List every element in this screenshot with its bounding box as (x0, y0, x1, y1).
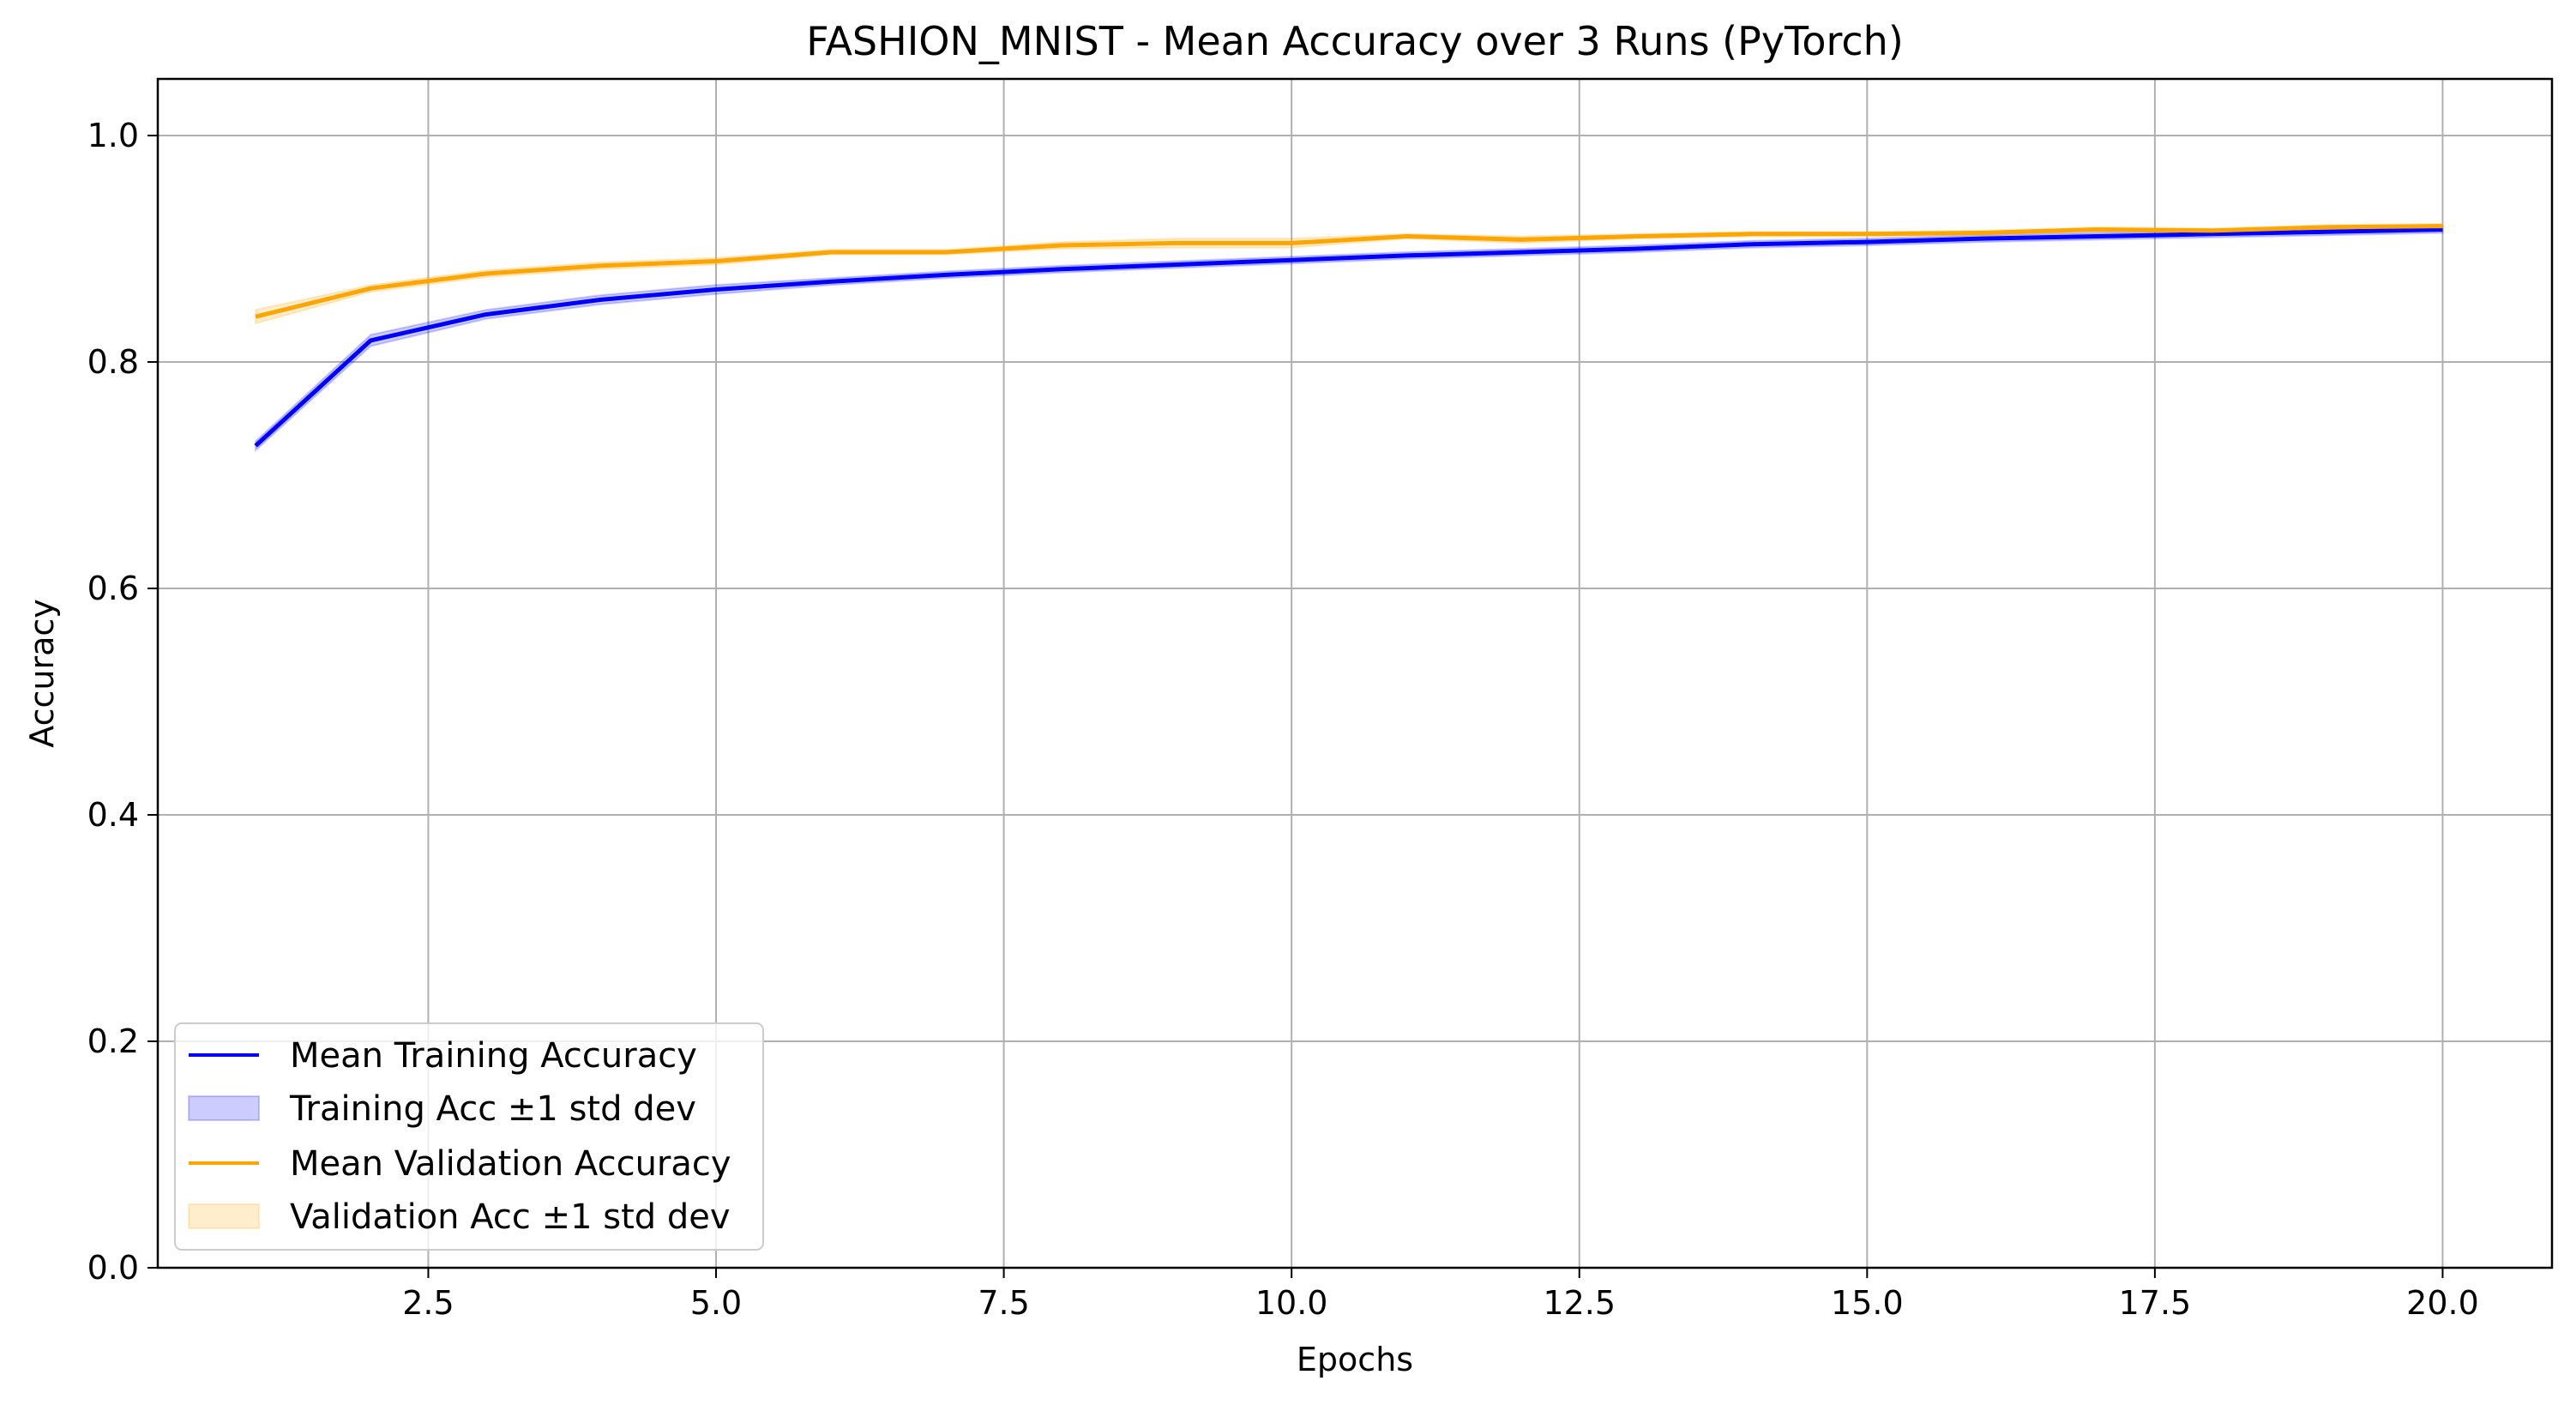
x-tick-label: 2.5 (402, 1284, 454, 1322)
legend-swatch-training-band (188, 1095, 260, 1121)
series-line-training (254, 227, 2443, 448)
x-axis-label: Epochs (1297, 1341, 1413, 1378)
plot-frame (156, 77, 2554, 1269)
y-tick-label: 0.6 (87, 570, 139, 607)
x-tick-label: 7.5 (978, 1284, 1029, 1322)
x-tick-label: 12.5 (1543, 1284, 1616, 1322)
legend: Mean Training Accuracy Training Acc ±1 s… (174, 1022, 764, 1251)
series-lines (254, 224, 2443, 448)
legend-label-training-mean: Mean Training Accuracy (290, 1036, 697, 1076)
y-tick-label: 0.2 (87, 1022, 139, 1060)
y-axis-label: Accuracy (23, 599, 61, 748)
y-tick-label: 0.0 (87, 1249, 139, 1287)
y-tick-label: 1.0 (87, 117, 139, 154)
x-tick-label: 10.0 (1255, 1284, 1328, 1322)
y-axis-ticks: 0.0 0.2 0.4 0.6 0.8 1.0 (87, 117, 158, 1287)
x-axis-ticks: 2.5 5.0 7.5 10.0 12.5 15.0 17.5 20.0 (402, 1268, 2479, 1322)
std-band-validation (255, 222, 2444, 325)
legend-label-training-band: Training Acc ±1 std dev (289, 1089, 696, 1129)
x-tick-label: 20.0 (2406, 1284, 2479, 1322)
legend-label-validation-mean: Mean Validation Accuracy (290, 1144, 731, 1184)
legend-box (174, 1022, 764, 1251)
x-tick-label: 17.5 (2119, 1284, 2192, 1322)
legend-label-validation-band: Validation Acc ±1 std dev (290, 1197, 731, 1237)
series-line-validation (255, 224, 2443, 319)
chart-title: FASHION_MNIST - Mean Accuracy over 3 Run… (806, 18, 1904, 64)
y-tick-label: 0.4 (87, 796, 139, 834)
legend-swatch-validation-band (188, 1203, 260, 1229)
x-tick-label: 15.0 (1831, 1284, 1904, 1322)
x-tick-label: 5.0 (690, 1284, 742, 1322)
y-tick-label: 0.8 (87, 343, 139, 381)
